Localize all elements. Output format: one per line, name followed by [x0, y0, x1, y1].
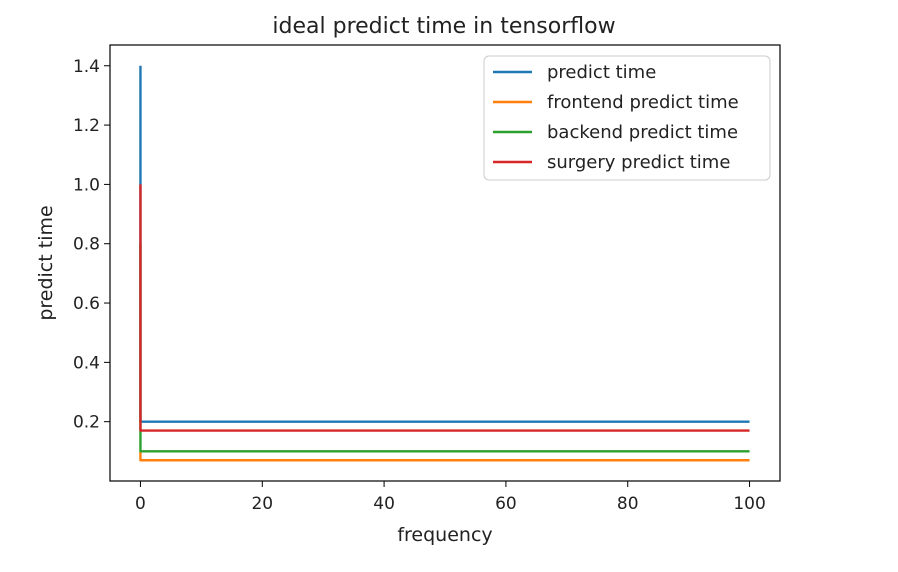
- y-tick-label: 0.8: [73, 235, 100, 255]
- series-line-3: [139, 243, 750, 453]
- x-tick-label: 0: [135, 494, 146, 514]
- x-tick-label: 60: [495, 494, 517, 514]
- legend: predict time frontend predict time backend…: [483, 55, 771, 181]
- y-axis-ticks: 0.2 0.4 0.6 0.8 1.0 1.2 1.4: [73, 57, 110, 433]
- y-tick-label: 0.2: [73, 413, 100, 433]
- legend-label-2: frontend predict time: [547, 92, 739, 113]
- legend-box: [483, 55, 771, 181]
- plot-frame: [109, 44, 781, 482]
- x-tick-label: 20: [251, 494, 273, 514]
- legend-items: predict time frontend predict time backend…: [493, 62, 739, 173]
- series-line-4: [139, 184, 750, 432]
- y-tick-label: 1.4: [73, 57, 100, 77]
- legend-label-1: predict time: [547, 62, 656, 83]
- y-axis-label: predict time: [35, 205, 57, 320]
- legend-label-4: surgery predict time: [547, 152, 730, 173]
- series-layer: [139, 65, 750, 462]
- x-axis-ticks: 0 20 40 60 80 100: [135, 481, 766, 514]
- x-tick-label: 100: [733, 494, 765, 514]
- y-tick-label: 0.4: [73, 353, 100, 373]
- y-tick-label: 1.0: [73, 175, 100, 195]
- y-tick-label: 1.2: [73, 116, 100, 136]
- x-tick-label: 40: [373, 494, 395, 514]
- x-axis-label: frequency: [397, 524, 492, 546]
- y-tick-label: 0.6: [73, 294, 100, 314]
- chart-title: ideal predict time in tensorflow: [272, 14, 615, 39]
- series-line-2: [139, 451, 750, 462]
- x-tick-label: 80: [617, 494, 639, 514]
- legend-label-3: backend predict time: [547, 122, 738, 143]
